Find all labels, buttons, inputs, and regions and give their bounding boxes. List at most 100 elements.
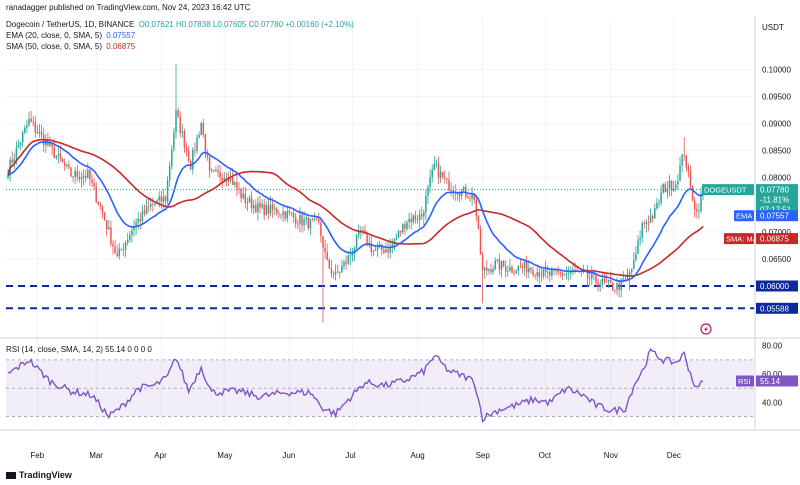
rsi-legend[interactable]: RSI (14, close, SMA, 14, 2) 55.14 0 0 0 … (6, 345, 152, 354)
candle (700, 187, 702, 214)
candle (439, 165, 442, 183)
candle (341, 259, 343, 273)
candle-body (297, 223, 299, 225)
candle (200, 121, 202, 136)
symbol-line[interactable]: Dogecoin / TetherUS, 1D, BINANCE O0.0762… (6, 20, 356, 29)
candle (36, 125, 39, 135)
candle-body (620, 278, 622, 291)
candle (112, 240, 114, 255)
candle (175, 64, 177, 139)
candle-body (213, 170, 215, 172)
candle-body (179, 116, 181, 133)
candle (139, 212, 142, 230)
candle-body (622, 278, 625, 280)
candle (492, 265, 494, 275)
candle-body (175, 110, 177, 133)
candle (633, 251, 635, 270)
candle (349, 247, 352, 265)
candle-body (250, 197, 253, 209)
candle (698, 203, 700, 219)
candle (87, 162, 89, 179)
ema-legend[interactable]: EMA (20, close, 0, SMA, 5) 0.07557 (6, 31, 137, 40)
candle (152, 197, 154, 212)
candle-body (137, 219, 139, 223)
candle-body (181, 131, 184, 133)
candle (103, 211, 106, 221)
candle (563, 273, 566, 276)
candle-body (89, 169, 91, 180)
ema-tag-value-bg (756, 210, 798, 222)
alert-icon[interactable] (700, 323, 712, 335)
candle (99, 201, 102, 210)
candle-body (677, 180, 679, 185)
candle (696, 203, 698, 219)
candle-body (234, 182, 236, 185)
candle (32, 115, 34, 127)
candle-body (49, 142, 51, 146)
candle-body (473, 193, 475, 200)
tradingview-logo[interactable]: TradingView (6, 470, 72, 480)
candle (74, 166, 76, 184)
candle-body (425, 195, 427, 213)
candle (154, 203, 156, 207)
ema-legend-value: 0.07557 (106, 31, 136, 40)
candle (666, 181, 669, 199)
candle-body (536, 272, 538, 276)
candle (481, 252, 484, 304)
sma-legend[interactable]: SMA (50, close, 0, SMA, 5) 0.06875 (6, 42, 137, 51)
candle-body (450, 190, 452, 192)
price-tick-label: 0.09500 (762, 93, 791, 102)
candle-body (143, 210, 146, 214)
candle-body (408, 218, 410, 223)
candle-body (679, 165, 681, 181)
candle-body (66, 164, 68, 166)
candle (450, 182, 452, 197)
sma-tag-label: SMA: MA (726, 235, 758, 244)
candle (645, 218, 648, 233)
time-axis[interactable]: Feb Mar Apr May Jun Jul Aug Sep Oct Nov Dec (30, 451, 681, 460)
candle-body (95, 186, 97, 202)
candle-body (192, 149, 194, 170)
candle-body (387, 249, 389, 253)
candle (689, 165, 692, 189)
candle-body (122, 249, 125, 251)
candle-body (444, 176, 446, 179)
candle-body (103, 212, 106, 221)
candle (540, 268, 543, 282)
candle (488, 268, 490, 275)
candle-body (683, 154, 685, 156)
candle (431, 164, 433, 184)
candle (399, 230, 402, 237)
candle-body (519, 266, 522, 268)
candle-body (227, 180, 230, 181)
candle (494, 257, 496, 271)
candle (221, 173, 223, 189)
candle-body (204, 134, 207, 154)
candle (336, 264, 339, 273)
candle (82, 169, 85, 186)
candle-body (662, 184, 664, 193)
candle-body (486, 267, 488, 271)
candle-body (624, 278, 627, 280)
candle-body (633, 259, 635, 270)
candle-body (246, 202, 249, 204)
candle (530, 266, 532, 274)
candle (693, 196, 696, 218)
candle (662, 183, 664, 194)
candle-body (355, 235, 358, 248)
candle (301, 211, 303, 233)
candle (97, 201, 100, 206)
candle-body (282, 211, 284, 215)
symbol-name: Dogecoin / TetherUS, 1D, BINANCE (6, 20, 135, 29)
candle (30, 110, 32, 123)
price-axis[interactable]: 0.10000 0.09500 0.09000 0.08500 0.08000 0.070… (762, 65, 791, 407)
candle-body (21, 132, 24, 143)
candle-body (303, 219, 305, 226)
candle-body (591, 274, 593, 279)
candle-body (458, 194, 461, 197)
time-tick-label: Jul (345, 451, 355, 460)
time-tick-label: Dec (667, 451, 681, 460)
candle-body (429, 177, 431, 187)
sma-tag-value-bg (756, 233, 798, 245)
candle-body (215, 170, 217, 171)
